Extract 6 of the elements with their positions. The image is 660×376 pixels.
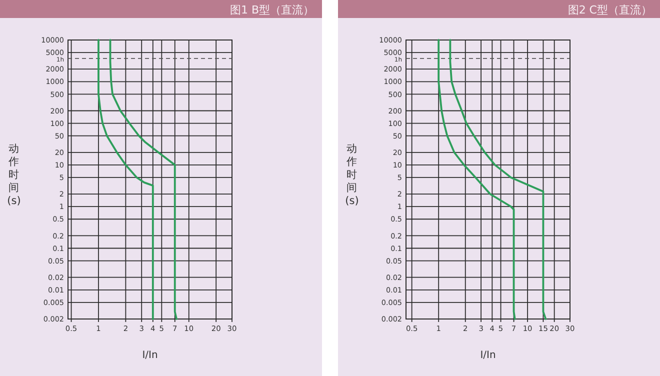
x-axis-title: I/In	[480, 350, 496, 361]
text: 图1 B型（直流）	[230, 4, 314, 16]
y-axis-title: 动作时间(s)	[7, 143, 21, 207]
x-axis-title: I/In	[142, 350, 158, 361]
y-axis-title: 动作时间(s)	[345, 143, 359, 207]
text: 图2 C型（直流）	[568, 4, 652, 16]
